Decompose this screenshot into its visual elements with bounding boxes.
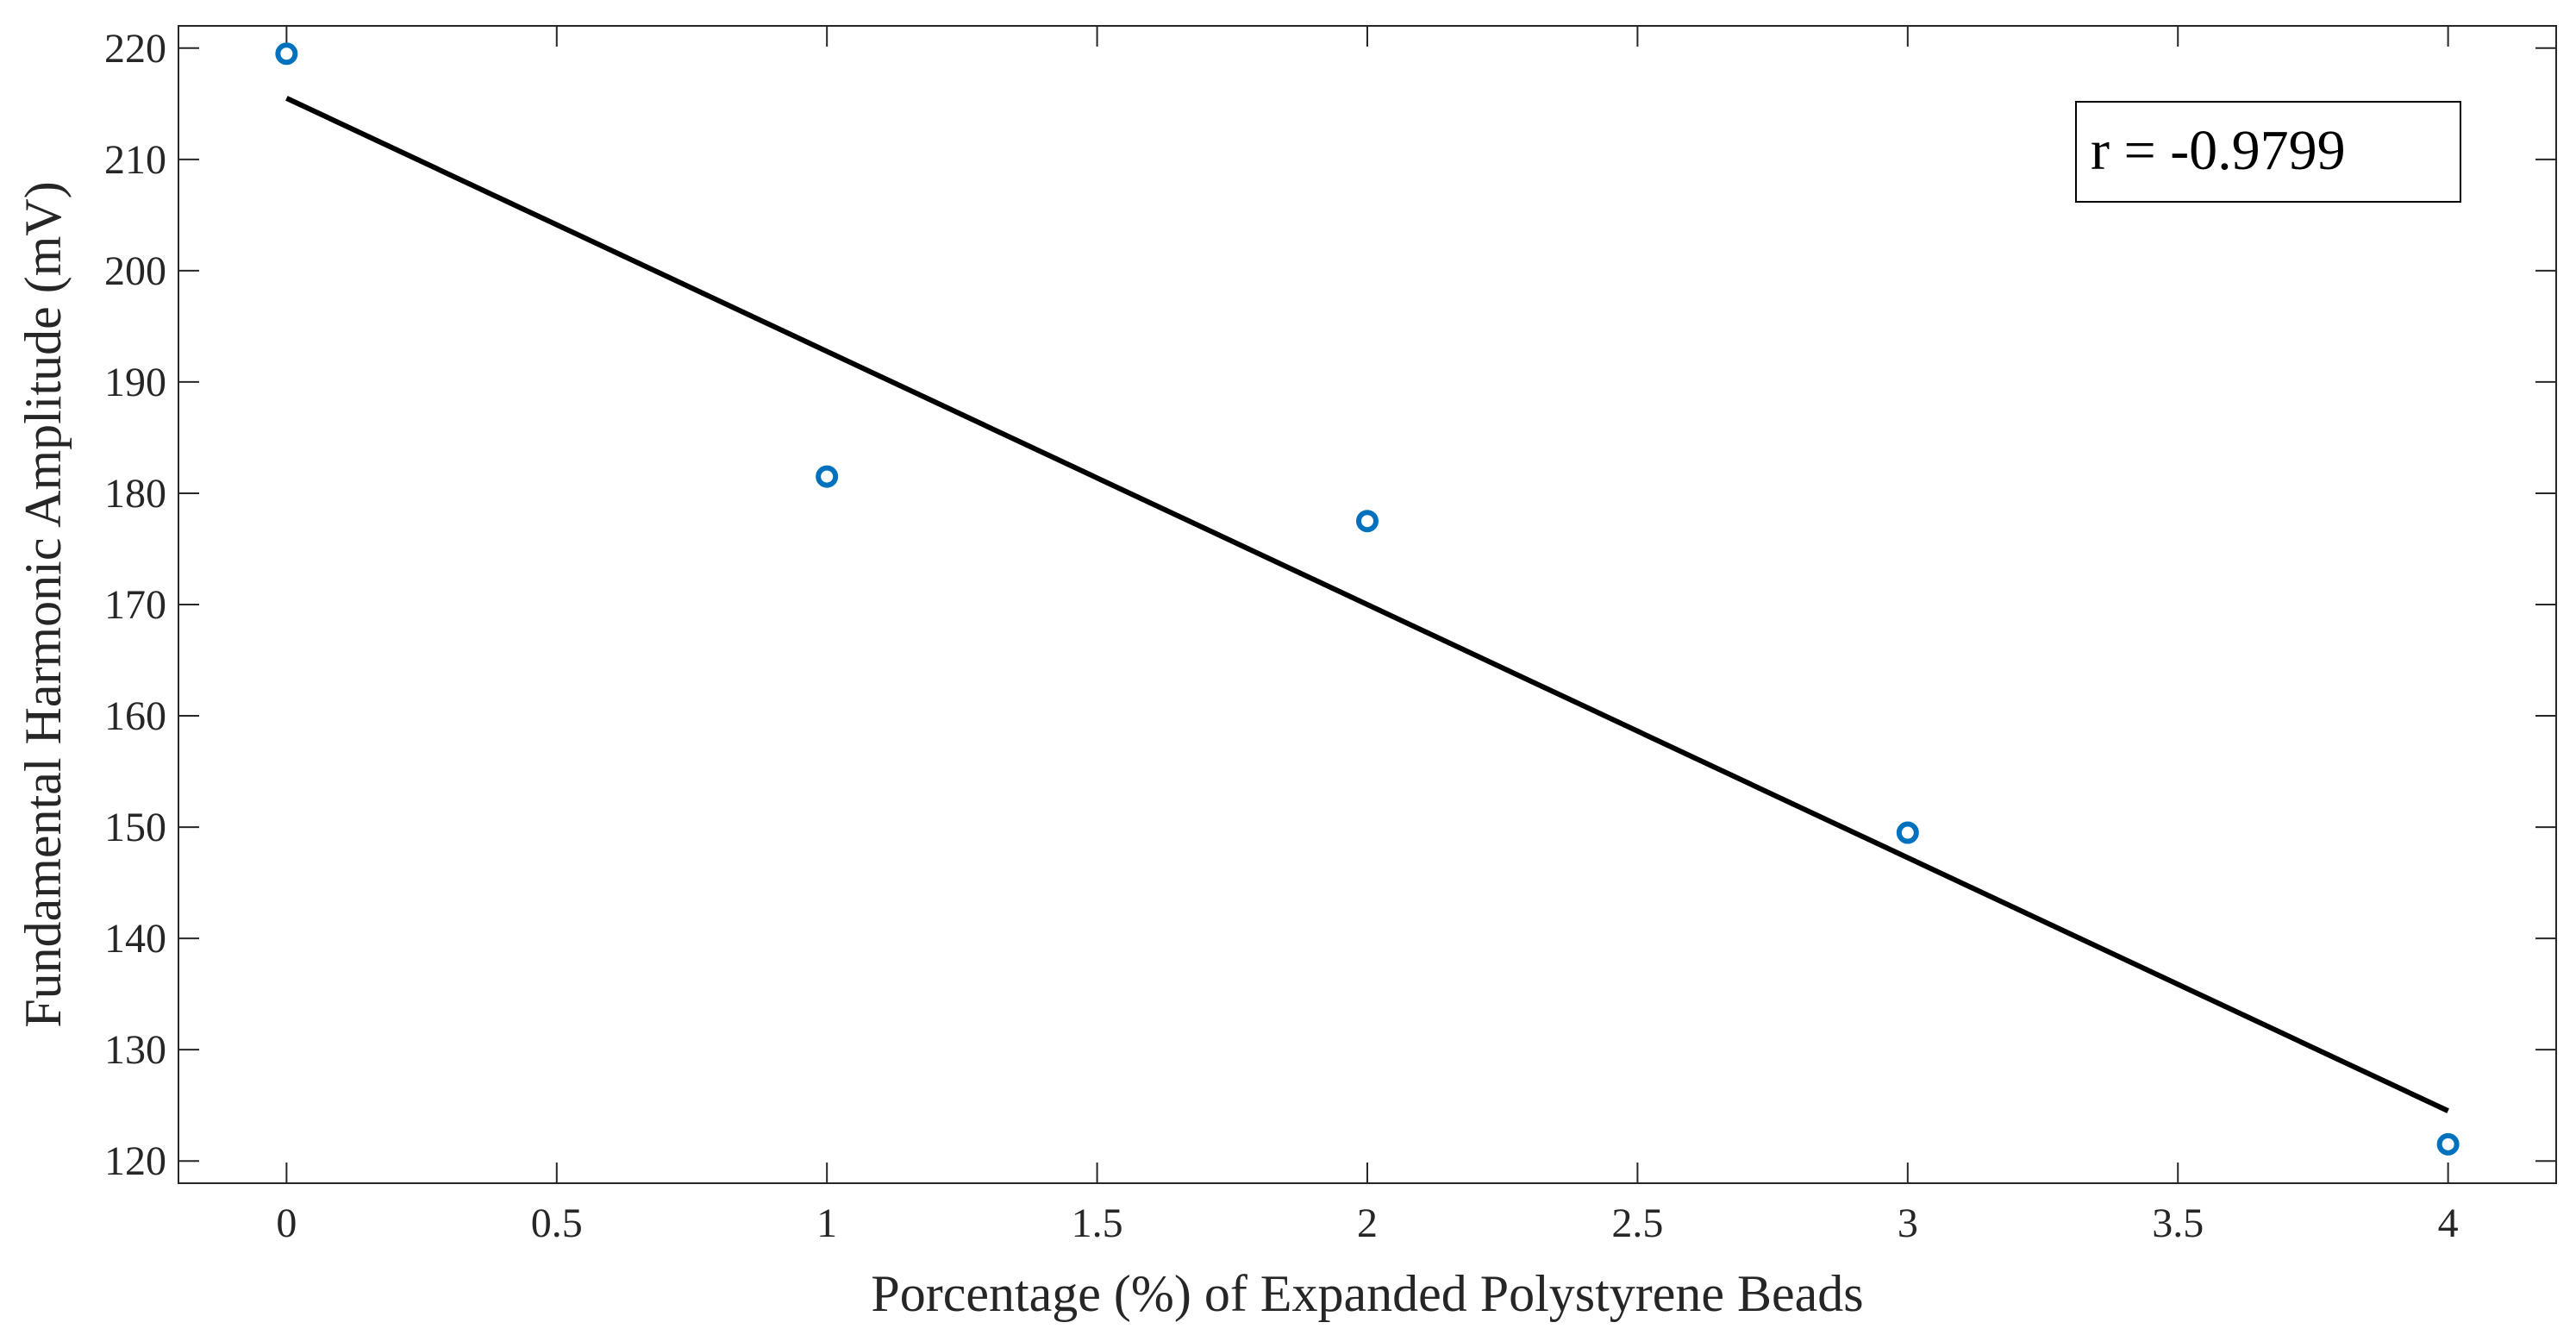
data-point (816, 465, 839, 488)
x-axis-label: Porcentage (%) of Expanded Polystyrene B… (871, 1265, 1863, 1322)
y-tick-label: 190 (104, 360, 166, 405)
fit-line (285, 96, 2449, 1113)
x-tick-label: 2.5 (1611, 1200, 1663, 1246)
correlation-annotation: r = -0.9799 (2075, 101, 2461, 203)
x-tick-label: 0.5 (531, 1200, 583, 1246)
x-tick-label: 1 (816, 1200, 837, 1246)
y-tick-label: 180 (104, 471, 166, 517)
data-points-layer (275, 42, 2460, 1156)
x-tick-label: 0 (276, 1200, 297, 1246)
y-tick-label: 200 (104, 248, 166, 294)
x-tick-labels: 0 0.5 1 1.5 2 2.5 3 3.5 4 (276, 1200, 2458, 1246)
y-tick-label: 160 (104, 693, 166, 739)
annotation-text: r = -0.9799 (2091, 119, 2346, 182)
plot-frame (178, 25, 2557, 1184)
data-point (1896, 821, 1919, 844)
x-tick-label: 2 (1357, 1200, 1378, 1246)
x-tick-label: 3 (1898, 1200, 1918, 1246)
fit-line-layer (285, 96, 2449, 1113)
y-tick-label: 170 (104, 582, 166, 628)
data-point (2436, 1132, 2460, 1156)
y-tick-labels: 120 130 140 150 160 170 180 190 200 210 220 (104, 26, 166, 1184)
y-tick-label: 220 (104, 26, 166, 72)
x-tick-label: 3.5 (2152, 1200, 2204, 1246)
x-tick-label: 1.5 (1072, 1200, 1123, 1246)
y-tick-label: 140 (104, 916, 166, 962)
y-tick-label: 210 (104, 137, 166, 183)
x-tick-label: 4 (2438, 1200, 2459, 1246)
tick-marks (178, 26, 2556, 1183)
data-point (275, 42, 298, 66)
annotation-box (2075, 101, 2461, 203)
y-tick-label: 150 (104, 805, 166, 850)
data-point (1356, 510, 1379, 533)
y-axis-label: Fundamental Harmonic Amplitude (mV) (15, 181, 72, 1027)
y-tick-label: 130 (104, 1027, 166, 1073)
y-tick-label: 120 (104, 1138, 166, 1184)
